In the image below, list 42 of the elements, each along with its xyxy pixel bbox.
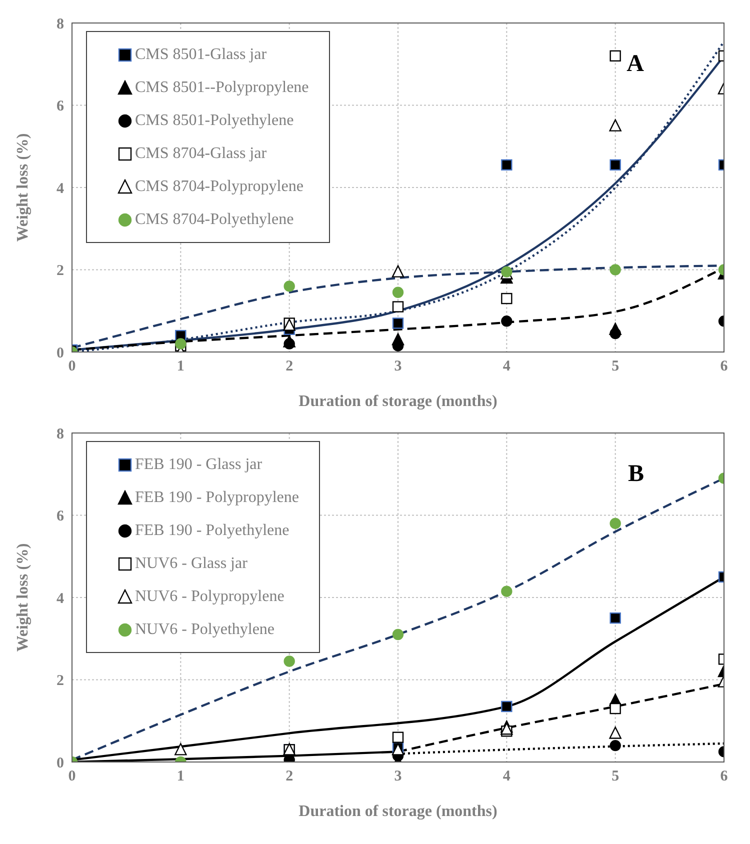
y-tick-label: 2	[56, 263, 64, 280]
annotation: B	[628, 461, 644, 488]
x-tick-label: 3	[394, 358, 402, 375]
y-tick-label: 4	[56, 180, 64, 197]
x-tick-label: 2	[286, 768, 294, 785]
legend-label: CMS 8501-Polyethylene	[135, 112, 294, 130]
x-tick-label: 1	[176, 358, 184, 375]
legend-label: CMS 8501--Polypropylene	[135, 78, 309, 96]
y-tick-label: 6	[56, 98, 64, 115]
y-tick-label: 8	[56, 426, 64, 442]
x-tick-label: 6	[720, 358, 728, 375]
y-tick-label: 6	[56, 508, 64, 525]
annotation: A	[626, 51, 644, 78]
legend-label: FEB 190 - Polypropylene	[135, 488, 299, 506]
legend-label: CMS 8704-Polypropylene	[135, 178, 304, 196]
x-tick-label: 5	[612, 358, 620, 375]
legend-label: NUV6 - Polypropylene	[135, 588, 284, 606]
legend-label: CMS 8704-Glass jar	[135, 144, 267, 162]
x-tick-label: 6	[720, 768, 728, 785]
y-tick-label: 0	[56, 345, 64, 362]
y-tick-label: 0	[56, 755, 64, 772]
legend-label: CMS 8501-Glass jar	[135, 46, 267, 64]
x-axis-title: Duration of storage (months)	[298, 803, 498, 820]
legend-label: CMS 8704-Polyethylene	[135, 210, 294, 228]
x-tick-label: 5	[612, 768, 620, 785]
x-tick-label: 0	[68, 358, 76, 375]
x-axis-title: Duration of storage (months)	[298, 393, 498, 410]
y-tick-label: 4	[56, 590, 64, 607]
x-tick-label: 1	[176, 768, 184, 785]
y-axis-title: Weight loss (%)	[14, 133, 32, 242]
y-tick-label: 8	[56, 16, 64, 32]
legend-label: NUV6 - Polyethylene	[135, 620, 275, 638]
x-tick-label: 2	[286, 358, 294, 375]
legend-label: NUV6 - Glass jar	[135, 554, 248, 572]
legend-label: FEB 190 - Polyethylene	[135, 522, 290, 540]
x-tick-label: 4	[502, 358, 511, 375]
x-tick-label: 4	[502, 768, 511, 785]
y-tick-label: 2	[56, 673, 64, 690]
legend-label: FEB 190 - Glass jar	[135, 456, 262, 474]
y-axis-title: Weight loss (%)	[14, 543, 32, 652]
x-tick-label: 3	[394, 768, 402, 785]
x-tick-label: 0	[68, 768, 76, 785]
